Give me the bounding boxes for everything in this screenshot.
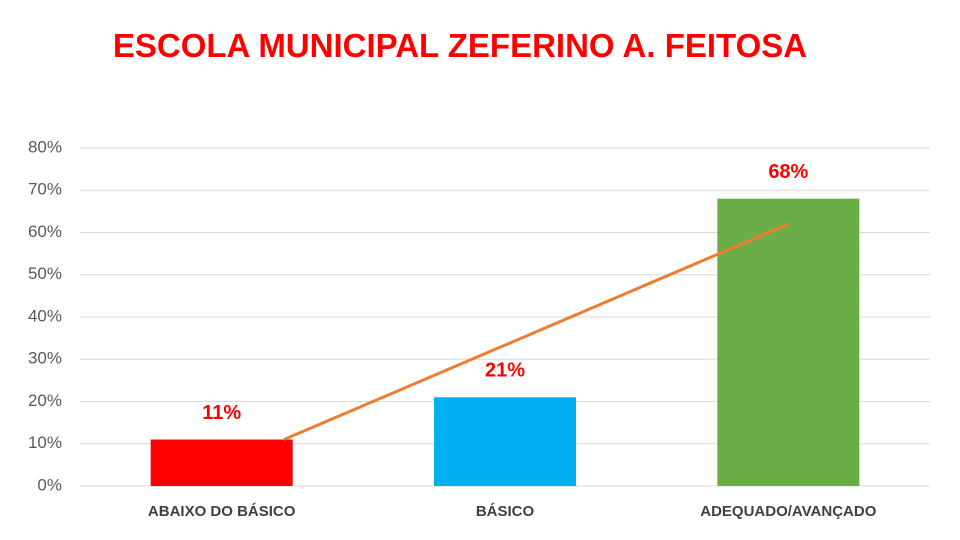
x-tick-label: ADEQUADO/AVANÇADO	[700, 503, 876, 520]
trendline	[283, 222, 789, 441]
y-tick-label: 70%	[28, 180, 62, 199]
bar	[150, 439, 293, 486]
x-tick-label: BÁSICO	[476, 503, 535, 520]
chart-title: ESCOLA MUNICIPAL ZEFERINO A. FEITOSA	[112, 27, 808, 64]
value-label: 21%	[485, 360, 525, 382]
y-tick-label: 10%	[28, 433, 62, 452]
bar	[717, 198, 860, 486]
y-tick-label: 40%	[28, 306, 62, 325]
y-tick-label: 60%	[28, 222, 62, 241]
y-tick-label: 30%	[28, 349, 62, 368]
value-label: 11%	[202, 402, 241, 424]
bar	[434, 397, 576, 486]
y-tick-label: 50%	[28, 264, 62, 283]
y-tick-label: 0%	[37, 475, 62, 494]
x-tick-label: ABAIXO DO BÁSICO	[148, 503, 296, 520]
y-tick-label: 80%	[28, 137, 62, 156]
value-label: 68%	[768, 161, 808, 183]
y-tick-label: 20%	[28, 391, 62, 410]
